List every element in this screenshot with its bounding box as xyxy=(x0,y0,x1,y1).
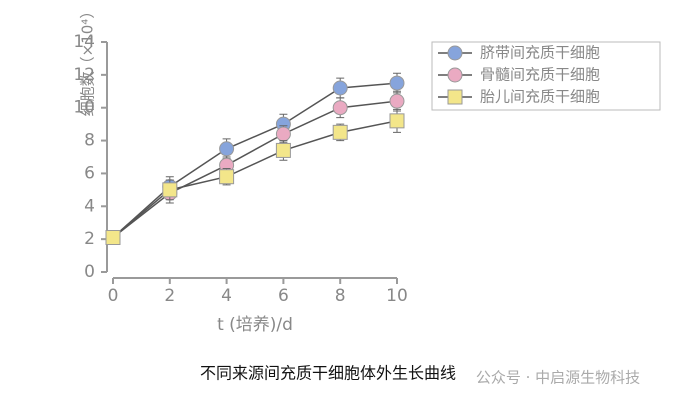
legend-box xyxy=(431,41,661,111)
data-point xyxy=(389,75,405,91)
x-axis-label: t (培养)/d xyxy=(217,315,293,335)
data-point xyxy=(389,113,405,129)
data-point xyxy=(389,93,405,109)
x-tick-label: 0 xyxy=(108,286,119,306)
data-point xyxy=(162,182,178,198)
x-tick-label: 2 xyxy=(164,286,175,306)
data-point xyxy=(332,80,348,96)
series-line xyxy=(112,82,398,239)
y-tick-label: 6 xyxy=(84,163,95,183)
y-tick-label: 0 xyxy=(84,262,95,282)
x-tick-label: 4 xyxy=(221,286,232,306)
data-point xyxy=(105,230,121,245)
x-tick-label: 10 xyxy=(386,286,408,306)
data-point xyxy=(219,169,235,185)
data-point xyxy=(275,142,291,158)
data-point xyxy=(275,126,291,142)
data-point xyxy=(332,100,348,116)
y-tick-label: 4 xyxy=(84,196,95,216)
y-tick-label: 12 xyxy=(73,65,95,85)
legend-label: 胎儿间充质干细胞 xyxy=(480,88,600,106)
x-tick-label: 8 xyxy=(335,286,346,306)
y-tick-label: 14 xyxy=(73,32,95,52)
y-tick-label: 2 xyxy=(84,229,95,249)
legend-label: 脐带间充质干细胞 xyxy=(480,44,600,62)
data-point xyxy=(332,124,348,140)
y-tick-label: 8 xyxy=(84,131,95,151)
legend-marker xyxy=(447,89,463,105)
watermark: 公众号 · 中启源生物科技 xyxy=(476,369,640,387)
series-line xyxy=(112,100,398,239)
y-axis-label: 细胞数（×10⁴） xyxy=(79,4,97,117)
legend-marker xyxy=(447,67,463,83)
caption: 不同来源间充质干细胞体外生长曲线 xyxy=(200,364,456,383)
legend-marker xyxy=(447,45,463,61)
series-line xyxy=(112,120,398,239)
legend-label: 骨髓间充质干细胞 xyxy=(480,66,600,84)
y-tick-label: 10 xyxy=(73,98,95,118)
data-point xyxy=(219,141,235,157)
x-tick-label: 6 xyxy=(278,286,289,306)
